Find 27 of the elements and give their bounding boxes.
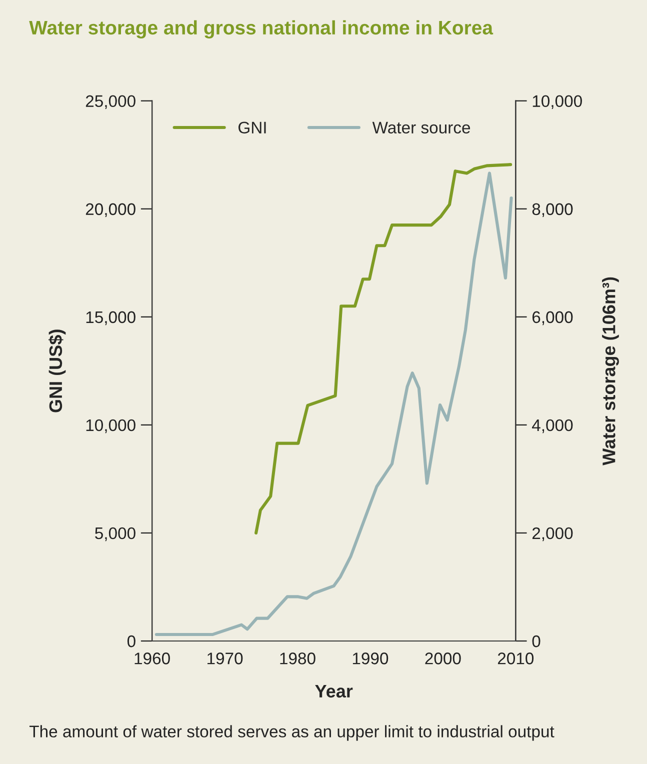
text: The amount of water stored serves as an upper limit to industrial output [29, 725, 554, 741]
y-tick-label: 25,000 [86, 95, 136, 110]
y2-tick-label: 0 [532, 635, 540, 648]
y2-tick-label: 6,000 [532, 311, 573, 326]
y2-axis-title: Water storage (106m³) [602, 277, 619, 466]
y-axis-title: GNI (US$) [48, 330, 66, 412]
x-axis-title: Year [315, 684, 353, 698]
y-tick-label: 20,000 [86, 203, 136, 218]
y-tick-label: 0 [127, 635, 136, 648]
x-tick-label: 2000 [425, 652, 461, 664]
x-tick-label: 2010 [498, 652, 534, 664]
y-tick-label: 15,000 [86, 311, 136, 326]
x-tick-label: 1990 [352, 652, 388, 664]
y2-tick-label: 8,000 [532, 203, 573, 218]
x-tick-label: 1980 [280, 652, 316, 664]
y-tick-label: 5,000 [95, 527, 136, 542]
line-series [154, 172, 513, 636]
legend-label: GNI [238, 122, 266, 134]
y2-tick-label: 4,000 [532, 419, 573, 434]
x-tick-label: 1970 [208, 652, 243, 664]
y2-tick-label: 10,000 [532, 95, 582, 110]
line-series [254, 163, 512, 534]
y-tick-label: 10,000 [86, 419, 136, 434]
chart-title: Water storage and gross national income in Korea [29, 20, 494, 38]
legend-label: Water source [372, 122, 470, 134]
x-tick-label: 1960 [134, 652, 170, 664]
y2-tick-label: 2,000 [532, 527, 573, 542]
